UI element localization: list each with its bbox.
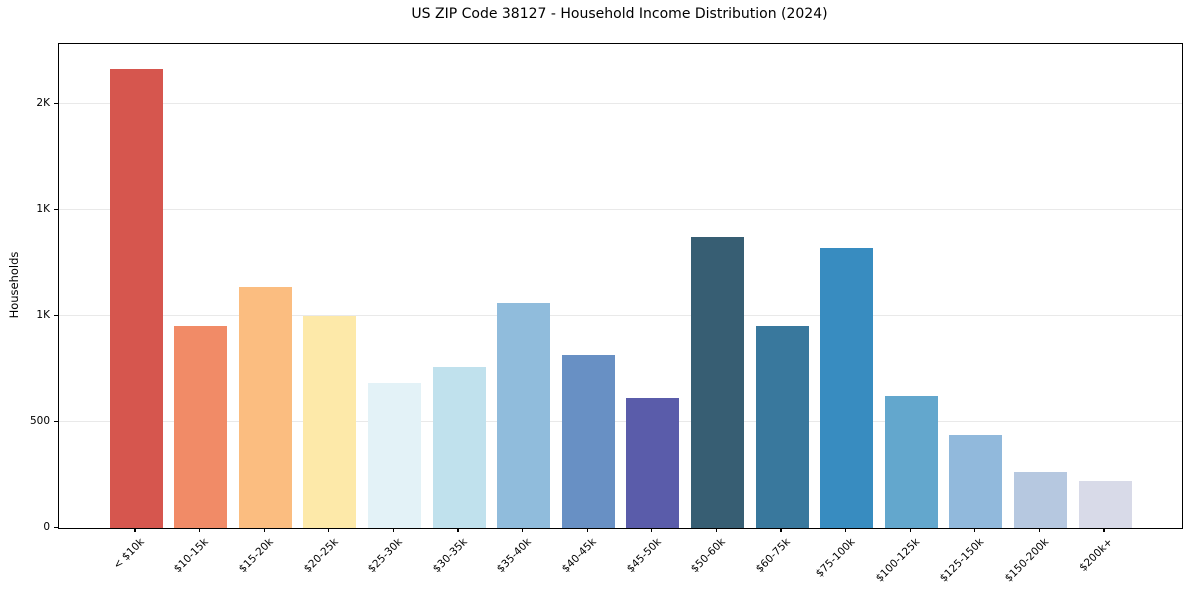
bar-40-45k xyxy=(561,355,615,528)
bar-75-100k xyxy=(820,248,874,528)
x-tick-mark xyxy=(199,528,201,532)
bar-30-35k xyxy=(432,366,486,528)
x-tick-label: < $10k xyxy=(110,536,147,572)
plot-area xyxy=(58,43,1183,529)
x-tick-label: $30-35k xyxy=(430,536,470,576)
x-tick-label: $60-75k xyxy=(753,536,793,576)
x-tick-label: $35-40k xyxy=(495,536,535,576)
bar-50-60k xyxy=(690,236,744,528)
x-tick-label: $75-100k xyxy=(813,536,858,580)
y-tick-mark xyxy=(54,420,58,423)
x-tick-mark xyxy=(780,528,782,532)
bar-200k xyxy=(1078,481,1132,528)
x-tick-label: $40-45k xyxy=(559,536,599,576)
x-tick-label: $20-25k xyxy=(301,536,341,576)
x-tick-mark xyxy=(134,528,136,532)
bar-100-125k xyxy=(884,395,938,528)
x-tick-label: $100-125k xyxy=(873,536,922,585)
x-tick-mark xyxy=(328,528,330,532)
x-tick-mark xyxy=(263,528,265,532)
gridline-500 xyxy=(59,421,1182,423)
bar-15-20k xyxy=(238,287,292,528)
gridline-1K xyxy=(59,315,1182,317)
x-tick-label: $50-60k xyxy=(688,536,728,576)
bar-10-15k xyxy=(174,325,228,528)
x-tick-mark xyxy=(1103,528,1105,532)
x-tick-label: $10-15k xyxy=(172,536,212,576)
x-tick-mark xyxy=(909,528,911,532)
x-tick-mark xyxy=(586,528,588,532)
x-tick-mark xyxy=(457,528,459,532)
x-tick-label: $25-30k xyxy=(365,536,405,576)
y-tick-label: 2K xyxy=(36,96,50,109)
bar-10k xyxy=(109,69,163,528)
x-tick-mark xyxy=(845,528,847,532)
y-tick-label: 500 xyxy=(29,414,50,427)
bar-125-150k xyxy=(949,434,1003,528)
x-tick-mark xyxy=(651,528,653,532)
x-tick-label: $200k+ xyxy=(1077,536,1116,574)
y-tick-label: 1K xyxy=(36,308,50,321)
chart-title: US ZIP Code 38127 - Household Income Dis… xyxy=(411,6,828,22)
x-tick-label: $125-150k xyxy=(937,536,987,585)
bar-35-40k xyxy=(497,303,551,528)
bar-60-75k xyxy=(755,325,809,528)
x-tick-mark xyxy=(1038,528,1040,532)
bar-25-30k xyxy=(367,382,421,528)
y-tick-label: 0 xyxy=(43,521,50,533)
x-tick-label: $15-20k xyxy=(236,536,276,576)
bar-20-25k xyxy=(303,316,357,528)
gridline-1K xyxy=(59,209,1182,211)
gridline-2K xyxy=(59,103,1182,105)
x-tick-mark xyxy=(522,528,524,532)
x-tick-mark xyxy=(392,528,394,532)
x-tick-label: $45-50k xyxy=(624,536,664,576)
x-tick-mark xyxy=(974,528,976,532)
y-tick-mark xyxy=(54,527,58,529)
y-tick-label: 1K xyxy=(36,202,50,215)
y-tick-mark xyxy=(54,314,58,317)
bar-45-50k xyxy=(626,397,680,528)
bar-150-200k xyxy=(1013,471,1067,528)
y-tick-mark xyxy=(54,208,58,211)
x-tick-mark xyxy=(715,528,717,532)
x-tick-label: $150-200k xyxy=(1002,536,1051,585)
y-tick-mark xyxy=(54,102,58,105)
